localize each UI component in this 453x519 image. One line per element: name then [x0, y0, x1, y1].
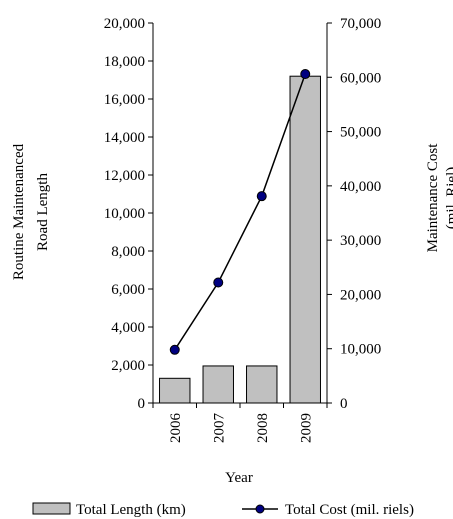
x-tick-label: 2007	[211, 413, 227, 444]
legend-bar-label: Total Length (km)	[76, 502, 186, 518]
cost-point	[169, 344, 180, 355]
left-tick-label: 10,000	[104, 206, 145, 222]
legend-line-marker	[255, 504, 265, 514]
legend-line-label: Total Cost (mil. riels)	[285, 502, 414, 518]
left-tick-label: 16,000	[104, 92, 145, 108]
right-tick-label: 10,000	[340, 342, 381, 358]
x-axis-title: Year	[225, 470, 253, 486]
right-tick-label: 60,000	[340, 70, 381, 86]
right-tick-label: 70,000	[340, 16, 381, 32]
line-series	[169, 69, 311, 355]
left-tick-label: 2,000	[111, 358, 145, 374]
right-tick-label: 40,000	[340, 179, 381, 195]
left-tick-label: 20,000	[104, 16, 145, 32]
left-tick-label: 0	[138, 396, 146, 412]
bar	[202, 365, 234, 404]
legend: Total Length (km) Total Cost (mil. riels…	[32, 502, 414, 518]
left-tick-label: 8,000	[111, 244, 145, 260]
right-axis-ticks: 0 10,000 20,000 30,000 40,000 50,000 60,000 70,…	[327, 16, 381, 412]
x-tick-label: 2008	[255, 413, 271, 443]
left-tick-label: 12,000	[104, 168, 145, 184]
left-axis-title-line-1: Routine Maintenanced	[11, 143, 27, 280]
right-tick-label: 30,000	[340, 233, 381, 249]
x-axis-ticks: 2006 2007 2008 2009	[152, 403, 328, 444]
bar	[289, 75, 321, 404]
bar	[246, 365, 278, 404]
left-axis-title-line-2: Road Length	[35, 173, 51, 251]
x-tick-label: 2006	[168, 413, 184, 444]
right-axis-title-line-1: Maintenance Cost	[425, 143, 441, 253]
cost-point	[256, 191, 267, 202]
right-tick-label: 0	[340, 396, 348, 412]
bars	[159, 75, 321, 404]
left-axis-ticks: 0 2,000 4,000 6,000 8,000 10,000 12,000 14,000 1…	[104, 16, 153, 412]
cost-point	[300, 69, 311, 80]
right-tick-label: 20,000	[340, 287, 381, 303]
right-tick-label: 50,000	[340, 125, 381, 141]
left-tick-label: 14,000	[104, 130, 145, 146]
left-tick-label: 4,000	[111, 320, 145, 336]
bar	[159, 377, 191, 404]
left-tick-label: 18,000	[104, 54, 145, 70]
right-axis-title-line-2: (mil. Riel)	[444, 167, 453, 230]
legend-bar-swatch	[32, 502, 71, 515]
left-tick-label: 6,000	[111, 282, 145, 298]
cost-line	[174, 73, 306, 351]
x-tick-label: 2009	[298, 413, 314, 443]
cost-point	[213, 277, 224, 288]
